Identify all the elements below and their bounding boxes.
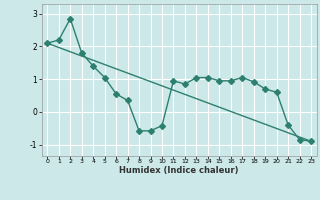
- X-axis label: Humidex (Indice chaleur): Humidex (Indice chaleur): [119, 166, 239, 175]
